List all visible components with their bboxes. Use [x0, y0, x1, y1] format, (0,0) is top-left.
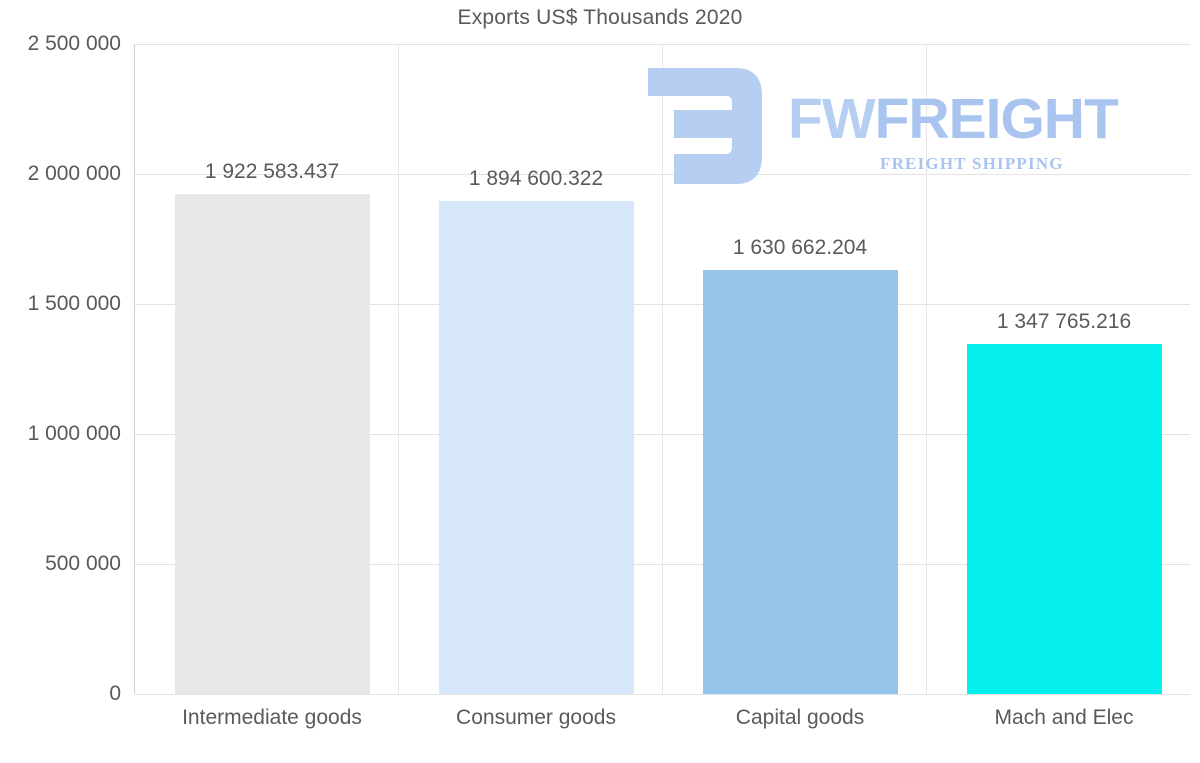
bar-value-label: 1 894 600.322: [468, 167, 604, 191]
bar-value-label: 1 922 583.437: [204, 160, 340, 184]
x-axis-label: Mach and Elec: [994, 706, 1134, 729]
bars-container: [134, 44, 1190, 694]
bar-value-label: 1 347 765.216: [996, 309, 1132, 333]
gridline-horizontal: [134, 694, 1190, 695]
gridline-vertical: [926, 44, 927, 694]
bar-capital-goods[interactable]: [702, 270, 898, 694]
gridline-vertical: [398, 44, 399, 694]
x-axis-label: Capital goods: [735, 706, 865, 729]
bar-mach-and-elec[interactable]: [966, 343, 1162, 694]
y-axis-tick-label: 1 500 000: [27, 292, 121, 315]
bar-consumer-goods[interactable]: [438, 201, 634, 694]
y-axis-tick-label: 500 000: [45, 552, 121, 575]
y-axis-tick-label: 2 500 000: [27, 32, 121, 55]
gridline-vertical: [662, 44, 663, 694]
bar-value-label: 1 630 662.204: [732, 236, 868, 260]
y-axis-line: [134, 44, 135, 694]
x-axis-label: Intermediate goods: [182, 706, 362, 729]
y-axis-tick-label: 2 000 000: [27, 162, 121, 185]
x-axis-label: Consumer goods: [456, 706, 616, 729]
y-axis-tick-label: 1 000 000: [27, 422, 121, 445]
y-axis-tick-label: 0: [109, 682, 121, 705]
page-title: Exports US$ Thousands 2020: [457, 6, 743, 29]
bar-intermediate-goods[interactable]: [174, 194, 370, 694]
